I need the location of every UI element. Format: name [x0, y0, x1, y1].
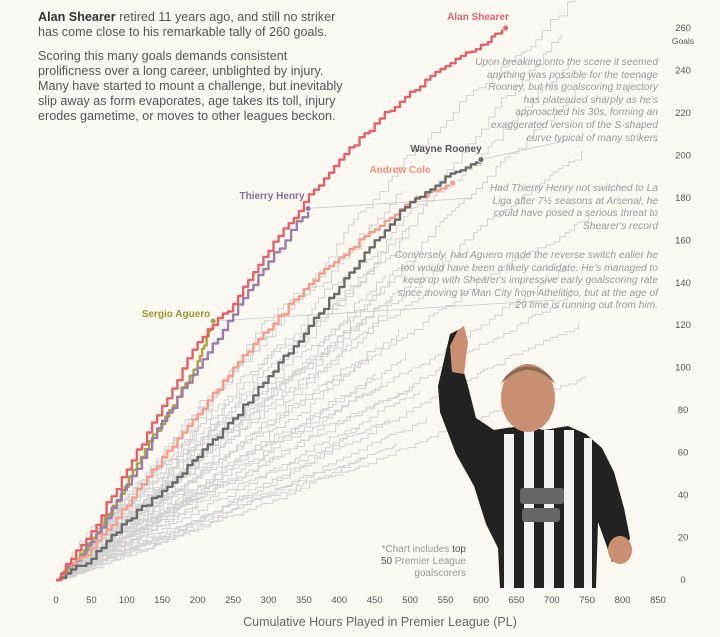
- annotation-shearer: Upon breaking onto the scene it seemed a…: [475, 57, 658, 144]
- series-end-marker-henry: [304, 205, 312, 212]
- intro-lead: Alan Shearer retired 11 years ago, and s…: [38, 10, 348, 40]
- y-tick-label: 200: [675, 150, 691, 161]
- other-scorers-lines: [56, 0, 590, 581]
- label-rooney: Wayne Rooney: [410, 144, 482, 155]
- y-tick-label: 100: [675, 363, 691, 374]
- other-scorer-line: [56, 190, 403, 581]
- y-tick-label: 40: [678, 490, 689, 501]
- y-tick-label: 120: [675, 320, 691, 331]
- intro-lead-rest: retired 11 years ago, and still no strik…: [38, 10, 336, 39]
- intro-text: Alan Shearer retired 11 years ago, and s…: [38, 10, 348, 133]
- series-line-shearer: [56, 28, 507, 582]
- other-scorer-line: [56, 329, 400, 581]
- other-scorer-line: [56, 226, 410, 581]
- series-line-henry: [56, 208, 310, 582]
- y-tick-label: 180: [675, 193, 691, 204]
- series-end-marker-rooney: [477, 156, 485, 164]
- x-tick-label: 150: [154, 595, 170, 606]
- y-tick-label: 140: [675, 278, 691, 289]
- annotation-leader: [480, 139, 569, 161]
- player-photo: [438, 326, 632, 588]
- series-end-marker-cole: [449, 179, 457, 187]
- other-scorer-line: [56, 376, 586, 581]
- footnote-bold: top 50: [380, 544, 466, 567]
- other-scorer-line: [56, 457, 365, 581]
- x-tick-label: 450: [367, 595, 383, 606]
- other-scorer-line: [56, 34, 562, 581]
- x-tick-label: 650: [508, 595, 524, 606]
- y-axis-label: Goals: [672, 36, 694, 46]
- x-axis-label: Cumulative Hours Played in Premier Leagu…: [243, 615, 517, 629]
- other-scorer-line: [56, 288, 430, 581]
- y-tick-label: 160: [675, 235, 691, 246]
- chart-footnote: *Chart includes top 50 Premier League go…: [380, 544, 466, 580]
- label-aguero: Sergio Aguero: [142, 309, 211, 320]
- other-scorer-line: [56, 504, 199, 581]
- series-line-cole: [56, 183, 454, 582]
- x-tick-label: 0: [53, 595, 58, 606]
- series-end-marker-shearer: [502, 24, 510, 32]
- y-tick-label: 60: [678, 448, 689, 459]
- annotation-henry: Had Thierry Henry not switched to La Lig…: [489, 183, 658, 232]
- other-scorer-line: [56, 384, 413, 581]
- other-scorer-line: [56, 353, 406, 581]
- x-tick-label: 800: [615, 595, 631, 606]
- x-tick-label: 500: [402, 595, 418, 606]
- x-tick-label: 300: [261, 595, 277, 606]
- intro-lead-name: Alan Shearer: [38, 10, 116, 24]
- x-tick-label: 100: [119, 595, 135, 606]
- x-tick-label: 50: [86, 595, 97, 606]
- footnote-post: Premier League goalscorers: [392, 556, 466, 579]
- annotation-leader: [308, 197, 473, 209]
- series-end-marker-aguero: [209, 317, 217, 325]
- x-tick-label: 250: [225, 595, 241, 606]
- annotation-leaders: [213, 139, 569, 322]
- other-scorer-line: [56, 481, 223, 581]
- y-tick-label: 260: [675, 23, 691, 34]
- label-henry: Thierry Henry: [239, 191, 304, 202]
- x-tick-label: 400: [331, 595, 347, 606]
- highlighted-series: [56, 24, 510, 582]
- other-scorer-line: [56, 150, 583, 581]
- y-tick-label: 20: [678, 533, 689, 544]
- annotation-leader: [213, 299, 557, 322]
- x-tick-label: 550: [438, 595, 454, 606]
- other-scorer-line: [56, 390, 420, 581]
- annotation-aguero: Conversely, had Aguero made the reverse …: [394, 250, 658, 312]
- x-tick-label: 200: [190, 595, 206, 606]
- y-tick-label: 240: [675, 65, 691, 76]
- x-axis: 0 50 100 150 200 250 300 350 400 450 500 550 600 650 7…: [53, 595, 666, 606]
- y-tick-label: 0: [680, 575, 685, 586]
- other-scorer-line: [56, 417, 427, 581]
- intro-body: Scoring this many goals demands consiste…: [38, 49, 343, 123]
- other-scorer-line: [56, 322, 579, 581]
- x-tick-label: 700: [544, 595, 560, 606]
- label-cole: Andrew Cole: [369, 165, 431, 176]
- footnote-pre: *Chart includes: [381, 544, 453, 555]
- x-tick-label: 600: [473, 595, 489, 606]
- y-axis: 0 20 40 60 80 100 120 140 160 180 200 220 240 260: [675, 23, 691, 586]
- series-line-rooney: [56, 159, 483, 582]
- x-tick-label: 350: [296, 595, 312, 606]
- player-figure: [438, 326, 632, 588]
- series-line-aguero: [56, 321, 215, 582]
- x-tick-label: 750: [579, 595, 595, 606]
- label-shearer: Alan Shearer: [447, 12, 509, 23]
- x-tick-label: 850: [650, 595, 666, 606]
- y-tick-label: 80: [678, 405, 689, 416]
- y-tick-label: 220: [675, 108, 691, 119]
